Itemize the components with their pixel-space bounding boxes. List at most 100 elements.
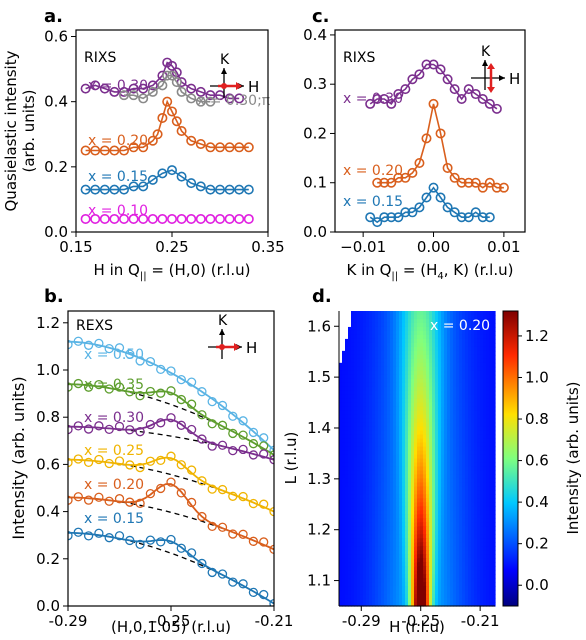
heatmap-cell <box>408 318 412 324</box>
heatmap-cell <box>423 362 427 368</box>
heatmap-cell <box>405 562 409 567</box>
heatmap-cell <box>366 594 370 599</box>
heatmap-cell <box>465 598 469 603</box>
heatmap-cell <box>462 362 466 368</box>
heatmap-cell <box>459 602 463 607</box>
heatmap-cell <box>378 311 382 316</box>
data-point <box>94 421 104 431</box>
heatmap-cell <box>483 390 487 396</box>
x-tick-label: 0.35 <box>251 238 284 256</box>
heatmap-cell <box>459 398 463 404</box>
heatmap-cell <box>360 354 364 360</box>
heatmap-cell <box>420 311 424 316</box>
heatmap-cell <box>450 354 454 360</box>
heatmap-cell <box>369 498 373 503</box>
heatmap-cell <box>339 494 343 499</box>
heatmap-cell <box>429 311 433 316</box>
heatmap-cell <box>450 490 454 495</box>
heatmap-cell <box>429 410 433 416</box>
data-point <box>186 377 197 387</box>
heatmap-cell <box>378 498 382 503</box>
heatmap-cell <box>366 454 370 460</box>
heatmap-cell <box>462 311 466 316</box>
heatmap-cell <box>474 546 478 551</box>
heatmap-cell <box>399 594 403 599</box>
heatmap-cell <box>399 546 403 551</box>
heatmap-cell <box>420 366 424 372</box>
heatmap-cell <box>375 478 379 484</box>
heatmap-cell <box>444 590 448 595</box>
heatmap-cell <box>474 538 478 543</box>
heatmap-cell <box>372 590 376 595</box>
heatmap-cell <box>438 594 442 599</box>
heatmap-cell <box>363 554 367 559</box>
data-point <box>386 98 397 109</box>
heatmap-cell <box>417 466 421 472</box>
data-point <box>407 207 418 218</box>
data-point <box>90 80 101 91</box>
data-point <box>414 202 425 213</box>
heatmap-cell <box>423 326 427 332</box>
heatmap-cell <box>384 330 388 336</box>
heatmap-cell <box>381 582 385 587</box>
heatmap-cell <box>474 330 478 336</box>
heatmap-cell <box>432 594 436 599</box>
data-point <box>104 496 114 506</box>
heatmap-cell <box>342 534 346 539</box>
heatmap-cell <box>384 550 388 555</box>
heatmap-cell <box>462 398 466 404</box>
heatmap-cell <box>468 406 472 412</box>
heatmap-cell <box>444 426 448 432</box>
data-point <box>407 167 418 178</box>
heatmap-cell <box>492 474 496 480</box>
heatmap-cell <box>348 510 352 515</box>
heatmap-cell <box>489 598 493 603</box>
heatmap-cell <box>399 558 403 563</box>
heatmap-cell <box>360 494 364 499</box>
heatmap-cell <box>378 342 382 348</box>
heatmap-cell <box>411 346 415 352</box>
data-point <box>238 529 248 539</box>
heatmap-cell <box>423 374 427 380</box>
heatmap-cell <box>465 382 469 388</box>
heatmap-cell <box>348 326 352 332</box>
heatmap-cell <box>423 510 427 515</box>
heatmap-cell <box>363 342 367 348</box>
heatmap-cell <box>438 311 442 316</box>
heatmap-cell <box>339 370 343 376</box>
heatmap-cell <box>435 542 439 547</box>
heatmap-cell <box>354 446 358 452</box>
data-point <box>176 460 186 470</box>
heatmap-cell <box>486 462 490 468</box>
heatmap-cell <box>387 398 391 404</box>
heatmap-cell <box>429 354 433 360</box>
heatmap-cell <box>399 354 403 360</box>
heatmap-cell <box>384 570 388 575</box>
heatmap-cell <box>381 446 385 452</box>
heatmap-cell <box>447 366 451 372</box>
heatmap-cell <box>492 390 496 396</box>
heatmap-cell <box>399 326 403 332</box>
heatmap-cell <box>339 374 343 380</box>
heatmap-cell <box>435 322 439 328</box>
heatmap-cell <box>339 462 343 468</box>
heatmap-cell <box>363 474 367 480</box>
heatmap-cell <box>384 446 388 452</box>
heatmap-cell <box>375 318 379 324</box>
data-point <box>234 93 245 104</box>
heatmap-cell <box>423 314 427 320</box>
heatmap-cell <box>474 602 478 607</box>
heatmap-cell <box>339 438 343 444</box>
heatmap-cell <box>396 350 400 356</box>
heatmap-cell <box>444 554 448 559</box>
heatmap-cell <box>432 378 436 384</box>
heatmap-cell <box>477 422 481 428</box>
heatmap-cell <box>399 350 403 356</box>
heatmap-cell <box>360 382 364 388</box>
heatmap-cell <box>360 594 364 599</box>
heatmap-cell <box>420 378 424 384</box>
heatmap-cell <box>420 446 424 452</box>
heatmap-cell <box>480 466 484 472</box>
heatmap-cell <box>363 446 367 452</box>
heatmap-cell <box>471 410 475 416</box>
